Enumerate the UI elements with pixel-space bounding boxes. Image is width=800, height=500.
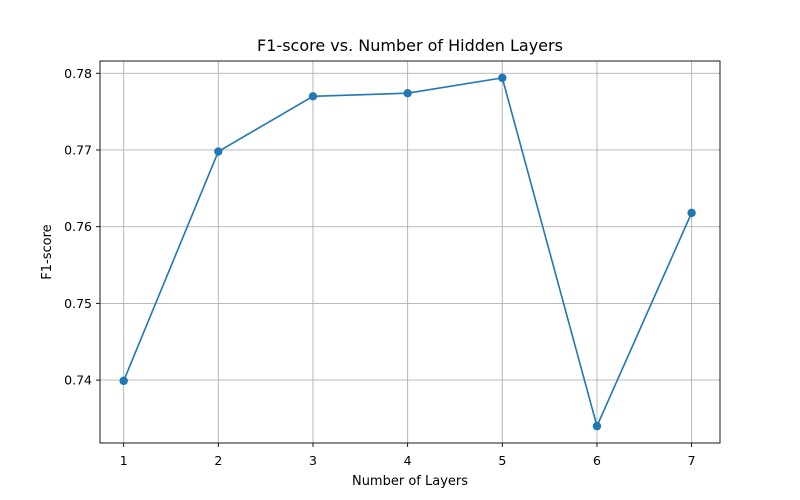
data-point xyxy=(119,376,128,386)
x-tick-label: 4 xyxy=(404,453,412,468)
series-layer xyxy=(119,73,696,431)
ticks: 1 2 3 4 5 6 7 0.74 0.75 0.76 0.77 0.78 xyxy=(64,66,695,468)
data-point xyxy=(308,92,318,101)
plot-frame xyxy=(99,60,721,444)
data-point xyxy=(214,147,223,156)
chart-title: F1-score vs. Number of Hidden Layers xyxy=(257,36,563,55)
data-point xyxy=(592,421,602,431)
grid xyxy=(100,61,720,443)
x-tick-label: 1 xyxy=(120,453,128,468)
y-tick-label: 0.77 xyxy=(64,142,92,157)
x-tick-label: 6 xyxy=(593,453,601,468)
y-tick-label: 0.76 xyxy=(64,219,92,234)
data-point xyxy=(687,208,696,218)
y-tick-label: 0.78 xyxy=(64,66,92,81)
y-tick-label: 0.75 xyxy=(64,296,92,311)
data-point xyxy=(498,73,507,83)
x-tick-label: 7 xyxy=(688,453,696,468)
x-tick-label: 5 xyxy=(498,453,506,468)
x-axis-label: Number of Layers xyxy=(352,474,468,489)
x-tick-label: 3 xyxy=(309,453,317,468)
y-tick-label: 0.74 xyxy=(64,373,92,388)
x-tick-label: 2 xyxy=(214,453,222,468)
data-point xyxy=(403,89,412,98)
y-axis-label: F1-score xyxy=(40,224,55,279)
